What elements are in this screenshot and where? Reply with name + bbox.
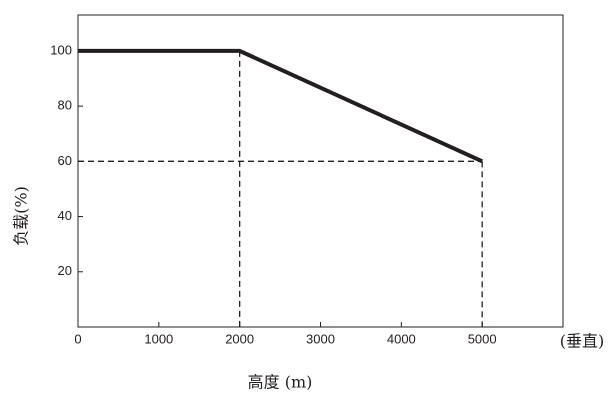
x-tick-label: 5000 bbox=[468, 331, 497, 346]
y-tick-label: 40 bbox=[58, 208, 72, 223]
y-tick-label: 60 bbox=[58, 153, 72, 168]
x-tick-label: 2000 bbox=[225, 331, 254, 346]
x-tick-label: 1000 bbox=[144, 331, 173, 346]
load-line bbox=[78, 48, 483, 164]
y-tick-label: 80 bbox=[58, 98, 72, 113]
x-tick-label: 4000 bbox=[387, 331, 416, 346]
x-tick-label: 0 bbox=[74, 331, 81, 346]
plot-frame bbox=[77, 14, 564, 328]
y-axis-label: 负载(%) bbox=[12, 186, 31, 246]
x-axis-note: (垂直) bbox=[560, 332, 605, 351]
x-axis-label: 高度 (m) bbox=[248, 373, 313, 392]
y-tick-label: 100 bbox=[50, 42, 72, 57]
x-tick-label: 3000 bbox=[306, 331, 335, 346]
y-tick-label: 20 bbox=[58, 263, 72, 278]
